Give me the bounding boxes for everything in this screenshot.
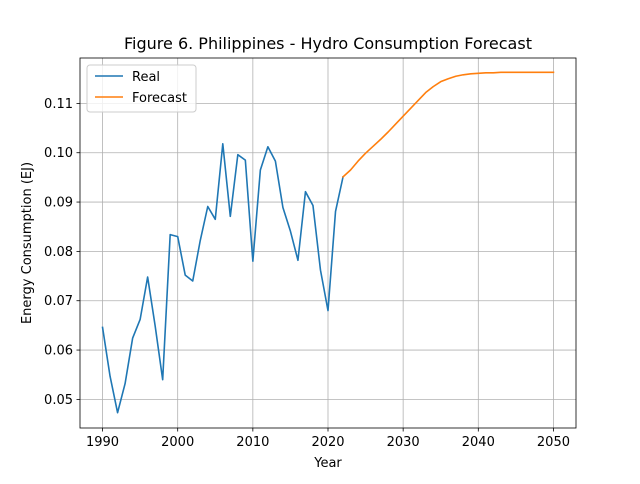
y-tick-label: 0.06	[44, 344, 73, 359]
y-tick-label: 0.09	[44, 196, 73, 211]
tick-layer: 1990 2000 2010 2020 2030 2040 2050 0.05 0.06 0.07…	[44, 97, 570, 450]
x-tick-label: 2030	[387, 435, 420, 450]
chart-title: Figure 6. Philippines - Hydro Consumptio…	[124, 34, 532, 53]
x-tick-label: 2010	[236, 435, 269, 450]
x-tick-label: 2050	[537, 435, 570, 450]
y-axis-label: Energy Consumption (EJ)	[20, 162, 35, 324]
legend-label-real: Real	[132, 70, 160, 85]
x-axis-label: Year	[313, 456, 342, 471]
legend: Real Forecast	[86, 64, 197, 113]
x-tick-label: 2020	[311, 435, 344, 450]
series-line-real	[101, 143, 344, 414]
x-tick-label: 2040	[462, 435, 495, 450]
y-tick-label: 0.08	[44, 245, 73, 260]
series-layer	[101, 71, 555, 414]
y-tick-label: 0.05	[44, 393, 73, 408]
x-tick-label: 1990	[86, 435, 119, 450]
y-tick-label: 0.10	[44, 146, 73, 161]
y-tick-label: 0.11	[44, 97, 73, 112]
series-line-forecast	[341, 71, 555, 179]
x-tick-label: 2000	[161, 435, 194, 450]
y-tick-label: 0.07	[44, 294, 73, 309]
legend-label-forecast: Forecast	[132, 91, 187, 106]
grid-layer	[80, 58, 576, 428]
